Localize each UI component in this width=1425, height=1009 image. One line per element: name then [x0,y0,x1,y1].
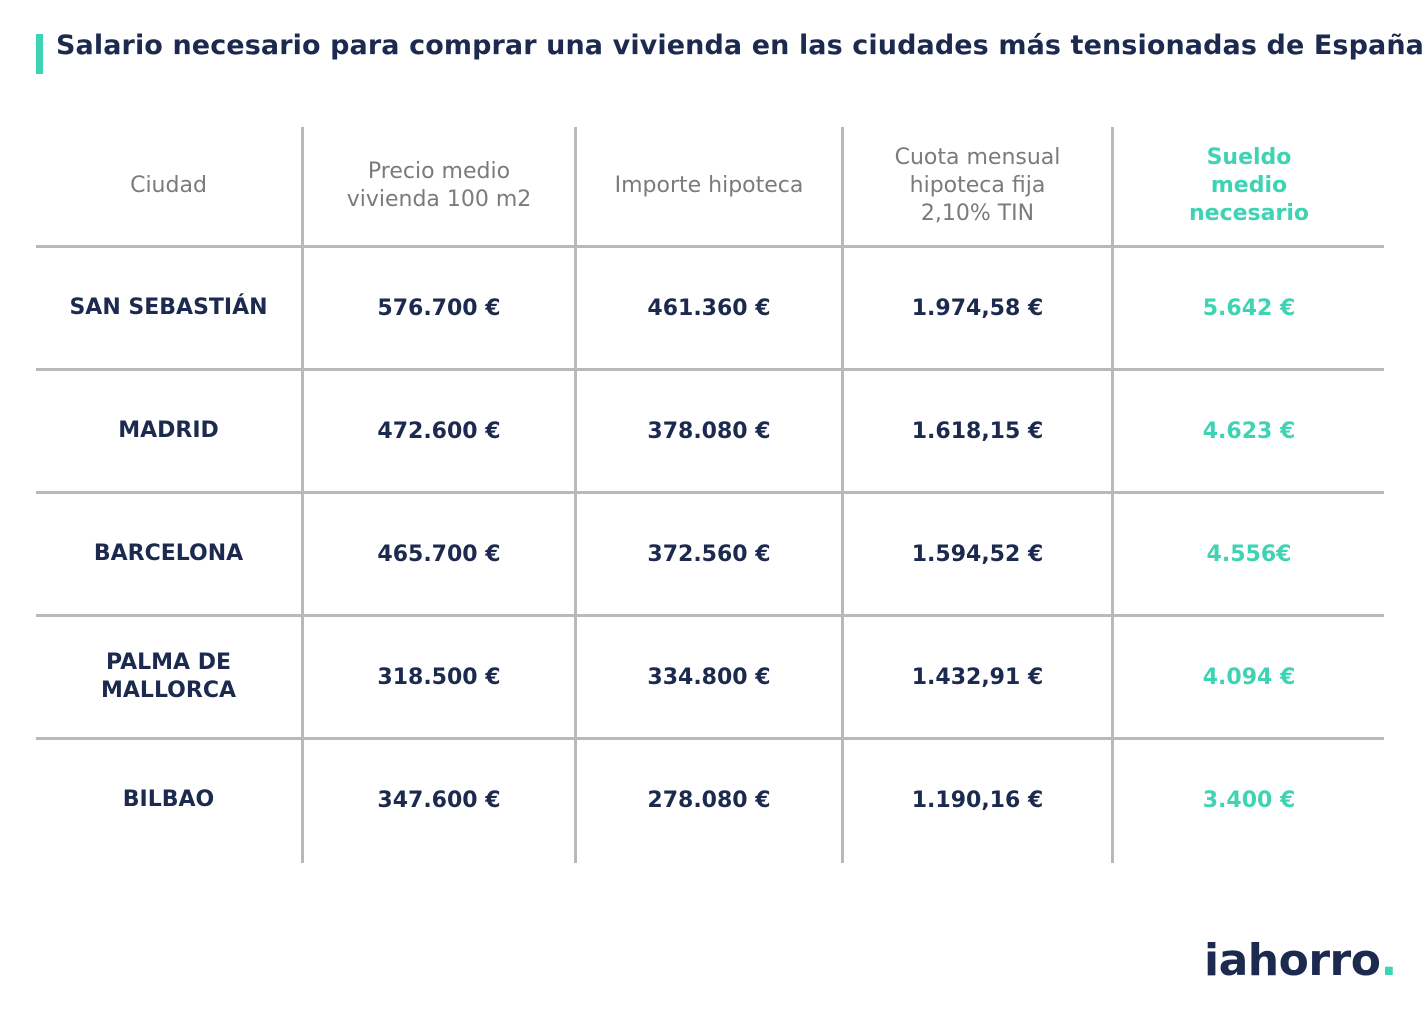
cell-precio: 465.700 € [377,541,501,567]
title-accent-bar [36,34,43,74]
cell-cuota: 1.594,52 € [911,541,1044,567]
cell-precio: 347.600 € [377,787,501,813]
grid-line-vertical [1111,127,1114,863]
cell-city: BARCELONA [93,541,244,566]
cell-importe: 378.080 € [647,418,771,444]
page-title: Salario necesario para comprar una vivie… [56,30,1424,61]
cell-city: MADRID [118,418,219,443]
cell-sueldo: 5.642 € [1202,295,1296,321]
grid-line-vertical [574,127,577,863]
cell-importe: 372.560 € [647,541,771,567]
cell-importe: 461.360 € [647,295,771,321]
cell-cuota: 1.190,16 € [911,787,1044,813]
cell-precio: 472.600 € [377,418,501,444]
column-header-precio: Precio medio vivienda 100 m2 [346,159,532,212]
grid-line-horizontal [36,245,1384,248]
column-header-ciudad: Ciudad [130,173,207,198]
cell-city: SAN SEBASTIÁN [69,295,268,320]
cell-importe: 278.080 € [647,787,771,813]
cell-sueldo: 4.556€ [1206,541,1292,567]
cell-precio: 576.700 € [377,295,501,321]
cell-precio: 318.500 € [377,664,501,690]
cell-importe: 334.800 € [647,664,771,690]
column-header-importe: Importe hipoteca [614,173,804,198]
cell-cuota: 1.974,58 € [911,295,1044,321]
cell-cuota: 1.432,91 € [911,664,1044,690]
grid-line-horizontal [36,614,1384,617]
salary-table: Ciudad Precio medio vivienda 100 m2 Impo… [36,127,1384,863]
logo-wordmark: iahorro [1204,935,1381,986]
iahorro-logo: iahorro. [1204,935,1397,986]
cell-sueldo: 4.094 € [1202,664,1296,690]
logo-dot: . [1380,935,1397,986]
cell-city: PALMA DE MALLORCA [101,650,236,703]
cell-sueldo: 3.400 € [1202,787,1296,813]
grid-line-vertical [841,127,844,863]
grid-line-horizontal [36,491,1384,494]
column-header-cuota: Cuota mensual hipoteca fija 2,10% TIN [894,145,1061,226]
cell-sueldo: 4.623 € [1202,418,1296,444]
cell-city: BILBAO [122,787,215,812]
grid-line-vertical [301,127,304,863]
grid-line-horizontal [36,737,1384,740]
cell-cuota: 1.618,15 € [911,418,1044,444]
column-header-sueldo: Sueldo medio necesario [1189,145,1309,226]
grid-line-horizontal [36,368,1384,371]
